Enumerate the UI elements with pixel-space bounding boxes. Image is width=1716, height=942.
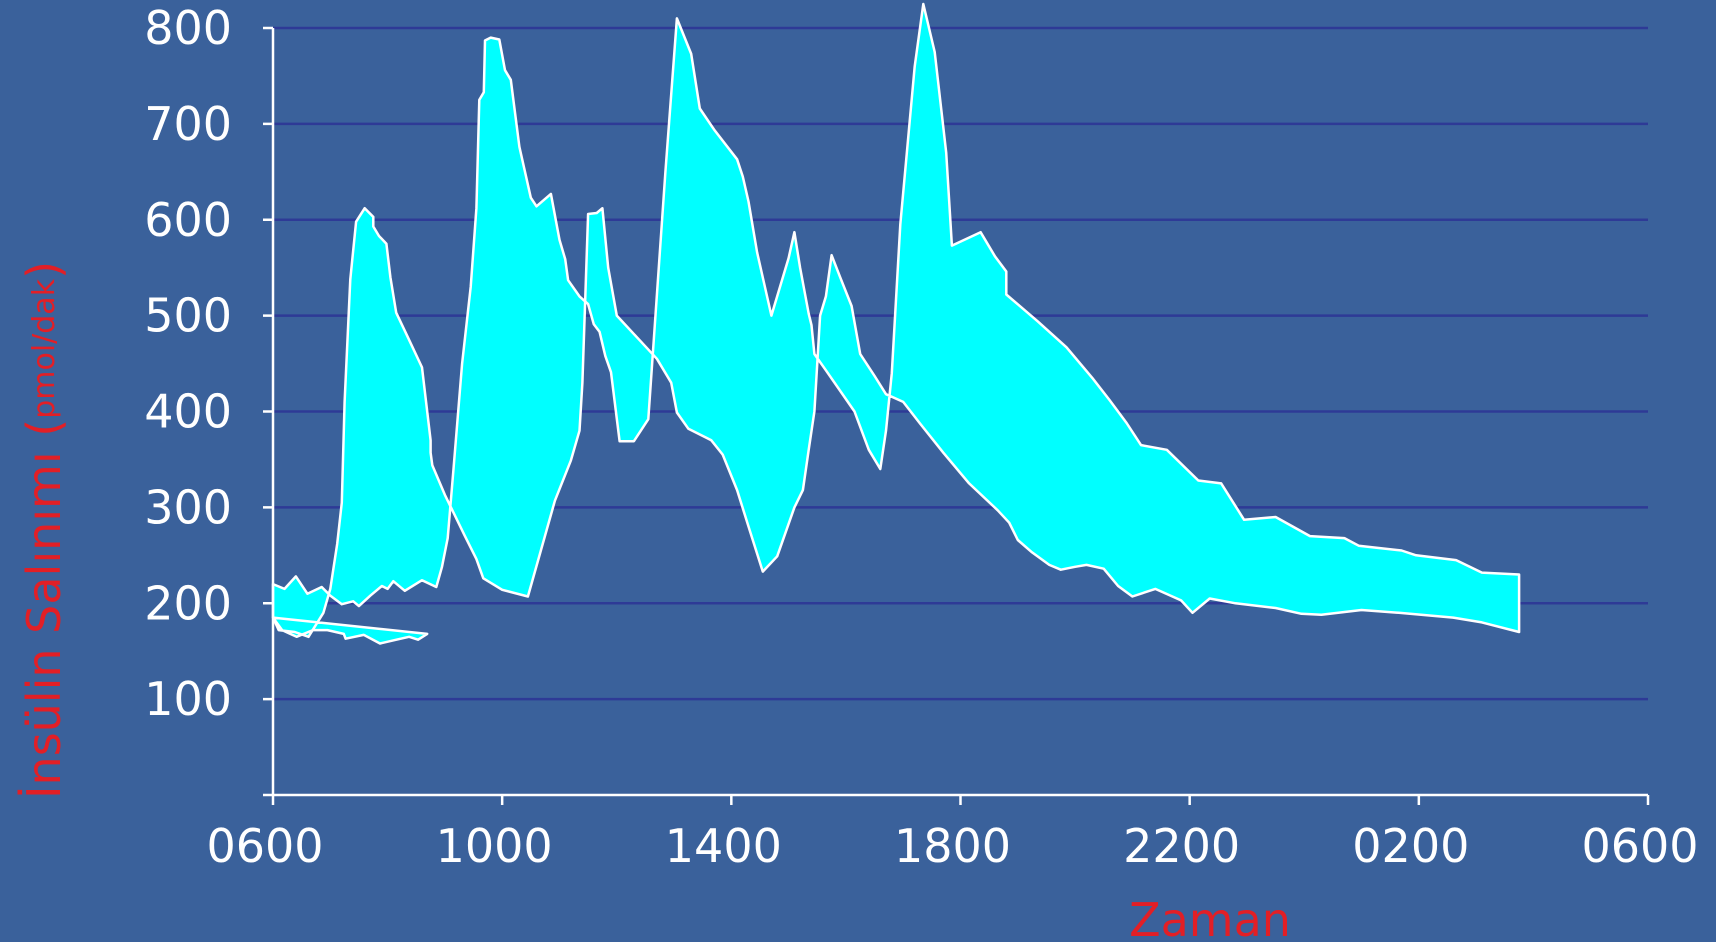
x-axis-label: Zaman bbox=[1129, 893, 1291, 942]
y-tick-label: 800 bbox=[144, 1, 232, 55]
y-tick-label: 100 bbox=[144, 672, 232, 726]
y-tick-label: 300 bbox=[144, 480, 232, 534]
insulin-band-area bbox=[271, 2, 1521, 645]
y-tick-label: 600 bbox=[144, 193, 232, 247]
insulin-band bbox=[271, 2, 1521, 645]
x-tick-label: 1800 bbox=[894, 819, 1011, 873]
y-tick-label: 700 bbox=[144, 97, 232, 151]
x-tick-label: 1000 bbox=[436, 819, 553, 873]
y-axis-label-unit: pmol/dak bbox=[27, 278, 62, 418]
y-tick-label: 200 bbox=[144, 576, 232, 630]
y-tick-label: 500 bbox=[144, 289, 232, 343]
y-tick-labels: 100 200 300 400 500 600 700 800 bbox=[144, 1, 273, 726]
y-axis-label-paren-open: ( bbox=[17, 419, 71, 437]
x-tick-labels: 0600 1000 1400 1800 2200 0200 0600 bbox=[206, 795, 1699, 873]
y-axis-label-main: İnsülin Salınımı bbox=[17, 451, 71, 799]
y-axis-label: İnsülin Salınımı (pmol/dak) bbox=[17, 261, 71, 799]
x-tick-label: 0600 bbox=[206, 819, 323, 873]
y-axis-label-paren-close: ) bbox=[17, 261, 71, 279]
x-tick-label: 1400 bbox=[665, 819, 782, 873]
x-tick-label: 2200 bbox=[1123, 819, 1240, 873]
x-tick-label: 0600 bbox=[1581, 819, 1698, 873]
x-tick-label: 0200 bbox=[1352, 819, 1469, 873]
y-tick-label: 400 bbox=[144, 385, 232, 439]
